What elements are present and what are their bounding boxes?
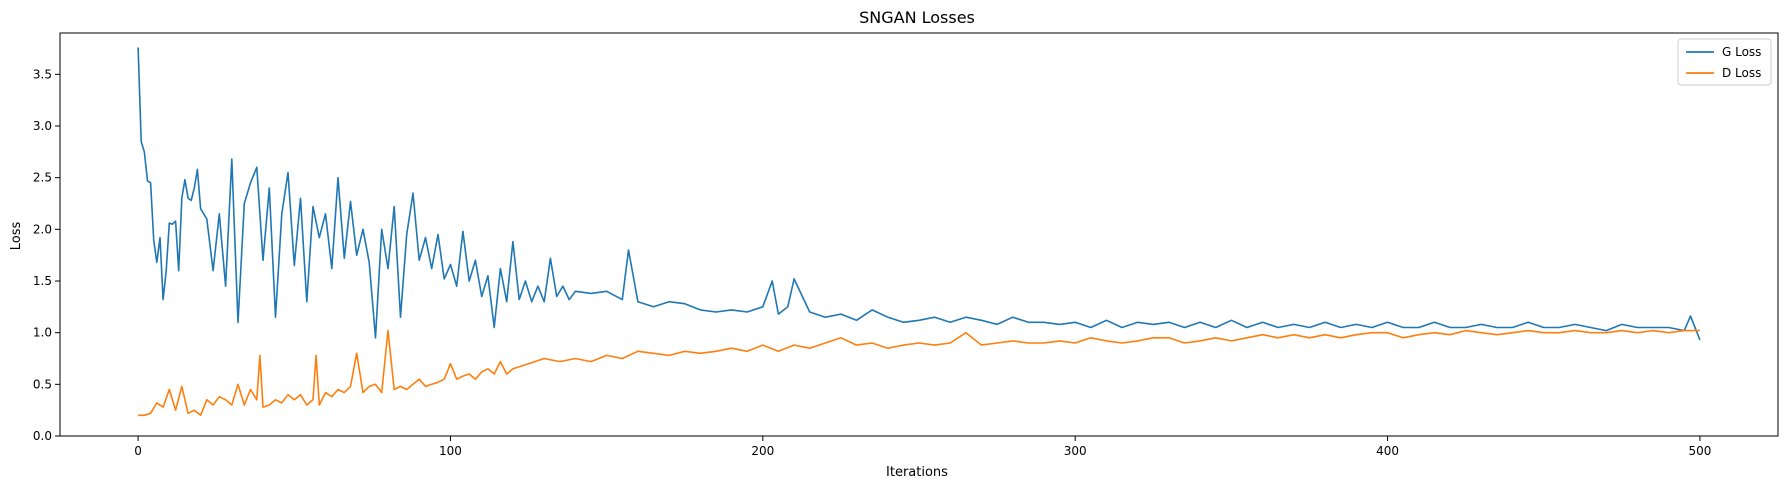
y-tick-label: 0.0 <box>33 429 52 443</box>
x-axis-label: Iterations <box>886 465 948 480</box>
y-tick-label: 3.0 <box>33 119 52 133</box>
y-tick-label: 1.5 <box>33 274 52 288</box>
chart-title: SNGAN Losses <box>859 8 975 27</box>
x-tick-label: 100 <box>439 444 462 458</box>
y-tick-label: 3.5 <box>33 67 52 81</box>
plot-frame <box>59 32 1779 437</box>
y-tick-label: 2.5 <box>33 171 52 185</box>
y-axis-label: Loss <box>9 222 24 251</box>
legend-label-d-loss: D Loss <box>1722 66 1761 80</box>
x-tick-label: 300 <box>1064 444 1087 458</box>
legend-label-g-loss: G Loss <box>1722 45 1761 59</box>
series-line-g-loss <box>137 47 1701 341</box>
x-tick-label: 500 <box>1688 444 1711 458</box>
y-tick-label: 2.0 <box>33 222 52 236</box>
y-tick-label: 1.0 <box>33 326 52 340</box>
x-tick-label: 200 <box>751 444 774 458</box>
x-tick-label: 400 <box>1376 444 1399 458</box>
plot-area: 0 100 200 300 400 500 0.0 0.5 1.0 1.5 2.0 2.5 3.0 3.5… <box>33 32 1779 458</box>
series-line-d-loss <box>138 329 1700 417</box>
y-tick-label: 0.5 <box>33 377 52 391</box>
x-tick-label: 0 <box>134 444 142 458</box>
